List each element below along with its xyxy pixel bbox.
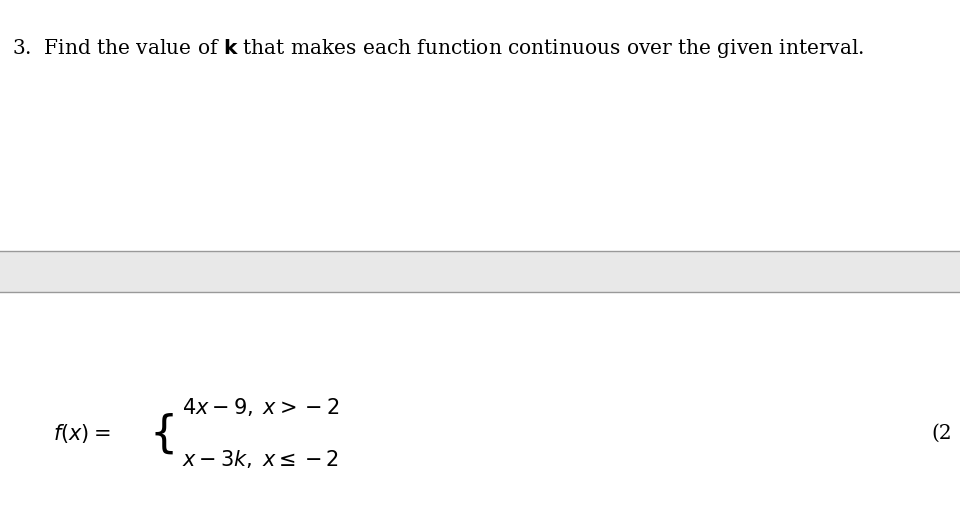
- Text: $f(x) = $: $f(x) = $: [53, 422, 110, 445]
- Text: $\{$: $\{$: [149, 411, 174, 456]
- Text: (2: (2: [932, 424, 952, 443]
- Text: 3.  Find the value of $\mathbf{k}$ that makes each function continuous over the : 3. Find the value of $\mathbf{k}$ that m…: [12, 37, 865, 60]
- Text: $4x - 9, \; x > -2$: $4x - 9, \; x > -2$: [182, 396, 340, 418]
- Text: $x - 3k, \; x \leq -2$: $x - 3k, \; x \leq -2$: [182, 448, 340, 470]
- Bar: [0, 251, 960, 292]
